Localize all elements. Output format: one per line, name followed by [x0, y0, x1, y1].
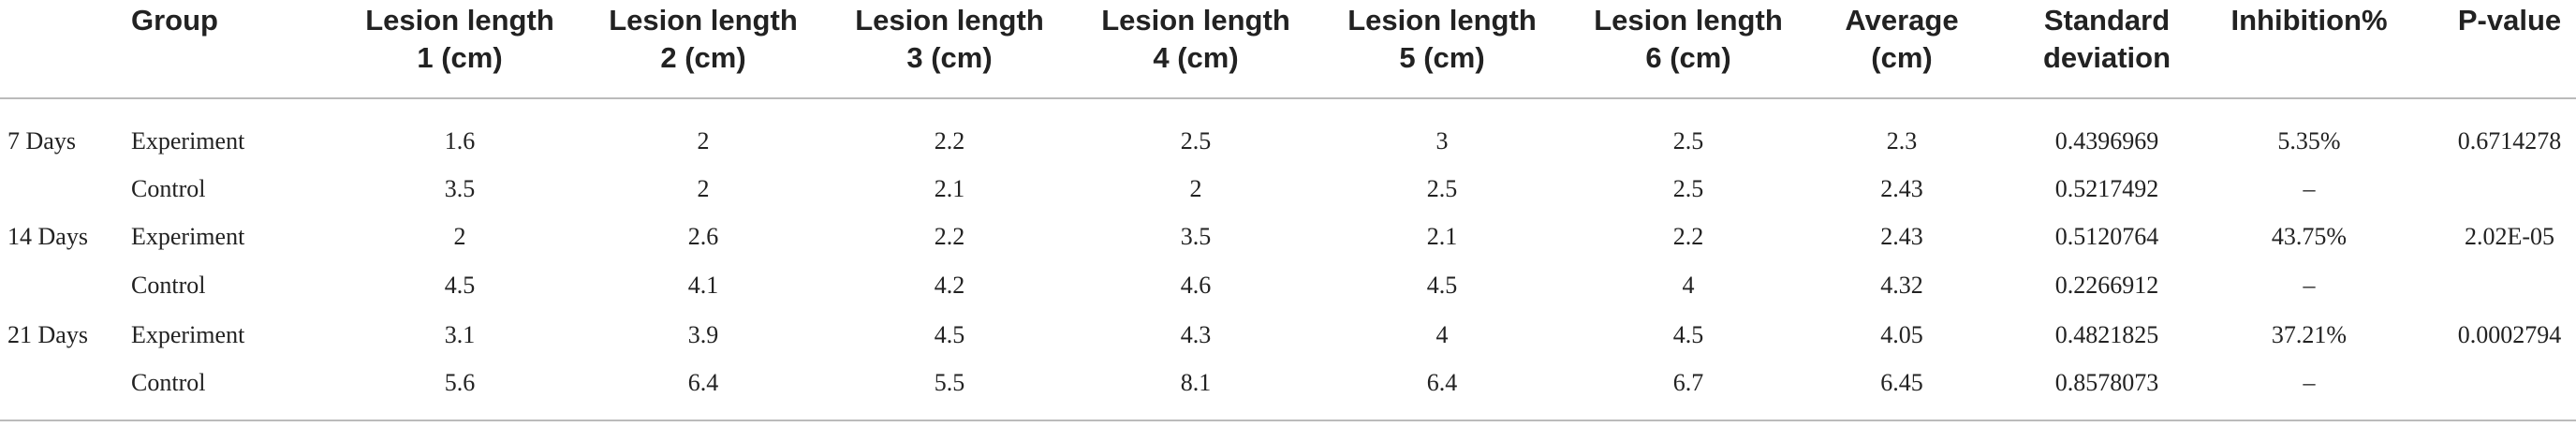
column-header: Lesion length 3 (cm) — [855, 4, 1044, 74]
row-label: 14 Days — [7, 223, 88, 250]
cell: 2.1 — [1426, 223, 1458, 250]
cell: 2.2 — [1672, 223, 1704, 250]
cell: 2.2 — [934, 223, 965, 250]
cell: 2 — [697, 127, 710, 155]
cell: 0.4821825 — [2054, 321, 2159, 348]
cell: 2.3 — [1886, 127, 1918, 155]
column-header: P-value — [2457, 4, 2562, 37]
column-header: Average (cm) — [1845, 4, 1959, 74]
group-cell: Experiment — [131, 321, 245, 348]
cell: 0.5120764 — [2054, 223, 2159, 250]
cell: 2 — [1189, 175, 1202, 202]
bottom-rule — [0, 420, 2576, 421]
column-header: Lesion length 4 (cm) — [1101, 4, 1290, 74]
cell: 2 — [453, 223, 466, 250]
group-cell: Control — [131, 175, 206, 202]
cell: 2 — [697, 175, 710, 202]
group-cell: Experiment — [131, 127, 245, 155]
cell: 0.4396969 — [2054, 127, 2159, 155]
cell: 4.3 — [1180, 321, 1212, 348]
cell: 3.1 — [444, 321, 476, 348]
column-header: Lesion length 6 (cm) — [1594, 4, 1783, 74]
cell: 4.5 — [934, 321, 965, 348]
cell: 2.1 — [934, 175, 965, 202]
cell: 0.0002794 — [2457, 321, 2562, 348]
cell: – — [2303, 272, 2316, 299]
cell: 3.5 — [1180, 223, 1212, 250]
group-cell: Control — [131, 272, 206, 299]
cell: 0.6714278 — [2457, 127, 2562, 155]
group-cell: Control — [131, 369, 206, 396]
cell: 5.5 — [934, 369, 965, 396]
cell: 5.6 — [444, 369, 476, 396]
cell: 2.5 — [1672, 127, 1704, 155]
cell: 0.2266912 — [2054, 272, 2159, 299]
cell: 3.9 — [687, 321, 719, 348]
cell: 0.5217492 — [2054, 175, 2159, 202]
cell: 2.5 — [1672, 175, 1704, 202]
group-cell: Experiment — [131, 223, 245, 250]
column-header: Standard deviation — [2042, 4, 2171, 74]
header-rule — [0, 97, 2576, 99]
cell: 4.6 — [1180, 272, 1212, 299]
cell: 4.1 — [687, 272, 719, 299]
cell: 3.5 — [444, 175, 476, 202]
row-label: 21 Days — [7, 321, 88, 348]
cell: 4.2 — [934, 272, 965, 299]
cell: 4 — [1435, 321, 1449, 348]
cell: 6.4 — [1426, 369, 1458, 396]
cell: 5.35% — [2277, 127, 2341, 155]
cell: 2.5 — [1180, 127, 1212, 155]
cell: 4 — [1682, 272, 1695, 299]
cell: 1.6 — [444, 127, 476, 155]
cell: 2.43 — [1880, 223, 1923, 250]
cell: – — [2303, 175, 2316, 202]
cell: 4.32 — [1880, 272, 1923, 299]
cell: 2.43 — [1880, 175, 1923, 202]
column-header: Inhibition% — [2230, 4, 2388, 37]
cell: 2.5 — [1426, 175, 1458, 202]
cell: 6.7 — [1672, 369, 1704, 396]
column-header: Group — [131, 4, 218, 37]
column-header: Lesion length 1 (cm) — [365, 4, 554, 74]
row-label: 7 Days — [7, 127, 76, 155]
cell: 0.8578073 — [2054, 369, 2159, 396]
cell: 4.5 — [1426, 272, 1458, 299]
cell: 2.6 — [687, 223, 719, 250]
cell: 4.5 — [444, 272, 476, 299]
cell: 3 — [1435, 127, 1449, 155]
column-header: Lesion length 2 (cm) — [609, 4, 798, 74]
cell: 37.21% — [2271, 321, 2348, 348]
cell: – — [2303, 369, 2316, 396]
column-header: Lesion length 5 (cm) — [1347, 4, 1537, 74]
cell: 43.75% — [2271, 223, 2348, 250]
cell: 8.1 — [1180, 369, 1212, 396]
cell: 2.2 — [934, 127, 965, 155]
cell: 6.45 — [1880, 369, 1923, 396]
cell: 2.02E-05 — [2464, 223, 2555, 250]
cell: 4.05 — [1880, 321, 1923, 348]
cell: 6.4 — [687, 369, 719, 396]
cell: 4.5 — [1672, 321, 1704, 348]
